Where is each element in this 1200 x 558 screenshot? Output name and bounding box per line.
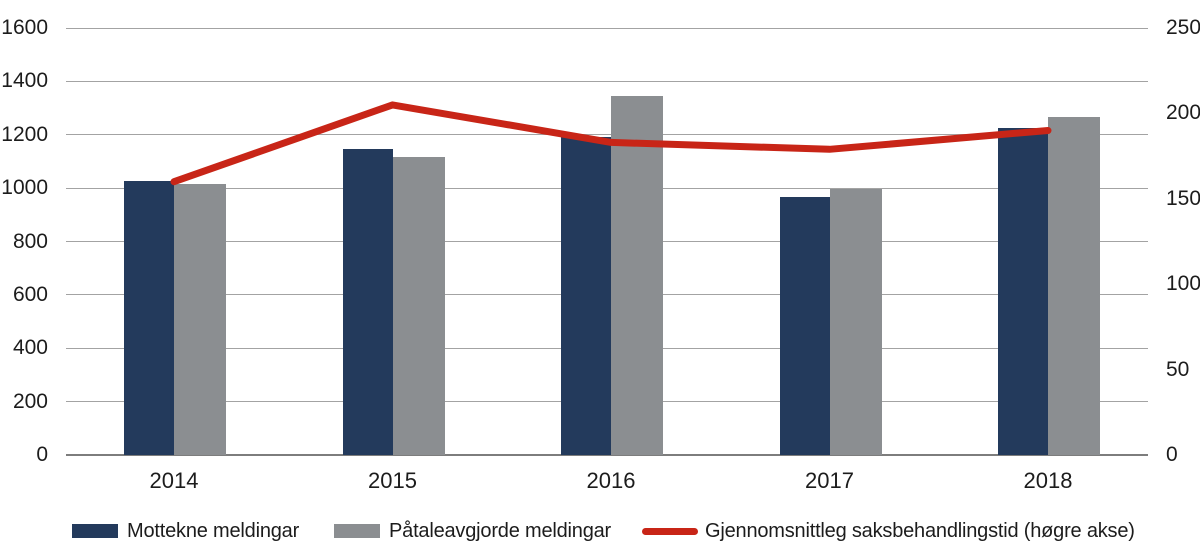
legend-item-mottekne: Mottekne meldingar — [72, 516, 299, 546]
x-axis-label-2017: 2017 — [805, 468, 854, 493]
x-axis-label-2016: 2016 — [586, 468, 636, 493]
left-axis-tick-label: 200 — [12, 389, 48, 413]
right-axis-tick-label: 0 — [1166, 443, 1178, 466]
legend: Mottekne meldingar Påtaleavgjorde meldin… — [0, 516, 1200, 552]
gridline — [66, 134, 1148, 136]
x-axis-label-2018: 2018 — [1023, 468, 1073, 493]
x-axis-label-2015: 2015 — [368, 468, 417, 493]
bar-mottekne-2014 — [124, 181, 174, 455]
left-axis-tick-label: 1200 — [1, 122, 48, 146]
bar-mottekne-2018 — [998, 128, 1048, 455]
bar-pataleavgjorde-2016 — [611, 96, 663, 455]
x-axis-label-2014: 2014 — [149, 468, 199, 493]
bar-mottekne-2017 — [779, 197, 830, 455]
left-axis-tick-label: 1400 — [1, 69, 48, 93]
left-axis-tick-label: 1000 — [1, 176, 48, 200]
right-axis-tick-label: 150 — [1166, 186, 1200, 210]
bar-pataleavgjorde-2014 — [174, 184, 226, 455]
right-axis-tick-label: 200 — [1166, 101, 1200, 125]
legend-swatch-line — [642, 527, 698, 535]
bar-mottekne-2016 — [561, 137, 611, 455]
legend-swatch-mottekne — [72, 524, 118, 538]
bar-pataleavgjorde-2017 — [829, 189, 882, 455]
right-axis-tick-label: 50 — [1166, 357, 1190, 381]
left-axis-tick-label: 600 — [12, 282, 48, 306]
bar-mottekne-2015 — [342, 149, 393, 455]
legend-label-saksbehandlingstid: Gjennomsnittleg saksbehandlingstid (høgr… — [705, 519, 1135, 542]
x-axis-line — [66, 454, 1148, 456]
left-axis-tick-label: 0 — [36, 443, 48, 466]
left-axis-tick-label: 1600 — [1, 16, 48, 39]
right-axis-tick-label: 250 — [1166, 16, 1200, 39]
gridline — [66, 80, 1148, 82]
legend-item-saksbehandlingstid: Gjennomsnittleg saksbehandlingstid (høgr… — [642, 516, 1135, 546]
legend-item-pataleavgjorde: Påtaleavgjorde meldingar — [334, 516, 611, 546]
right-axis-tick-label: 100 — [1166, 272, 1200, 296]
left-axis-tick-label: 400 — [12, 336, 48, 360]
legend-label-mottekne: Mottekne meldingar — [127, 519, 300, 542]
bar-pataleavgjorde-2015 — [392, 157, 445, 455]
legend-swatch-pataleavgjorde — [334, 524, 380, 538]
bar-pataleavgjorde-2018 — [1048, 117, 1100, 455]
gridline — [66, 27, 1148, 29]
legend-label-pataleavgjorde: Påtaleavgjorde meldingar — [389, 519, 612, 542]
left-axis-tick-label: 800 — [12, 229, 48, 253]
